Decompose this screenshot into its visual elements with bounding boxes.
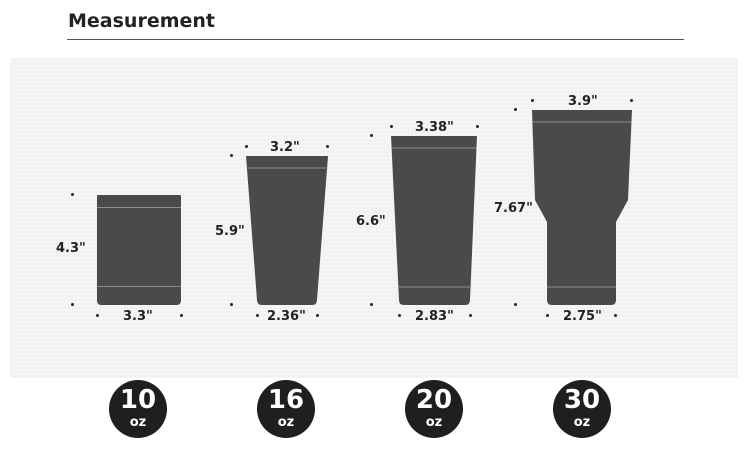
- title-divider: [67, 39, 684, 40]
- tumbler-16oz-height-label: 5.9": [215, 224, 245, 239]
- size-badge-number: 10: [119, 385, 157, 415]
- size-badge-number: 16: [267, 385, 305, 415]
- size-badge-16oz: 16 oz: [257, 380, 315, 438]
- size-badge-10oz: 10 oz: [109, 380, 167, 438]
- page-title: Measurement: [68, 10, 215, 32]
- tumbler-10oz-body: [97, 195, 181, 305]
- tumbler-30oz-top-width-label: 3.9": [568, 94, 598, 109]
- tumbler-20oz-top-width-label: 3.38": [415, 120, 454, 135]
- size-badge-unit: oz: [277, 415, 295, 430]
- tumbler-30oz-bottom-width-label: 2.75": [563, 309, 602, 324]
- tumbler-10oz-height-label: 4.3": [56, 241, 86, 256]
- tumbler-30oz-height-label: 7.67": [494, 201, 533, 216]
- size-badge-number: 30: [563, 385, 601, 415]
- size-badge-20oz: 20 oz: [405, 380, 463, 438]
- tumbler-20oz-bottom-width-label: 2.83": [415, 309, 454, 324]
- size-badge-30oz: 30 oz: [553, 380, 611, 438]
- size-badge-number: 20: [415, 385, 453, 415]
- tumbler-10oz-bottom-width-label: 3.3": [123, 309, 153, 324]
- tumbler-20oz-height-label: 6.6": [356, 214, 386, 229]
- tumbler-16oz-top-width-label: 3.2": [270, 140, 300, 155]
- size-badge-unit: oz: [129, 415, 147, 430]
- size-badge-unit: oz: [573, 415, 591, 430]
- size-badge-unit: oz: [425, 415, 443, 430]
- tumbler-16oz-bottom-width-label: 2.36": [267, 309, 306, 324]
